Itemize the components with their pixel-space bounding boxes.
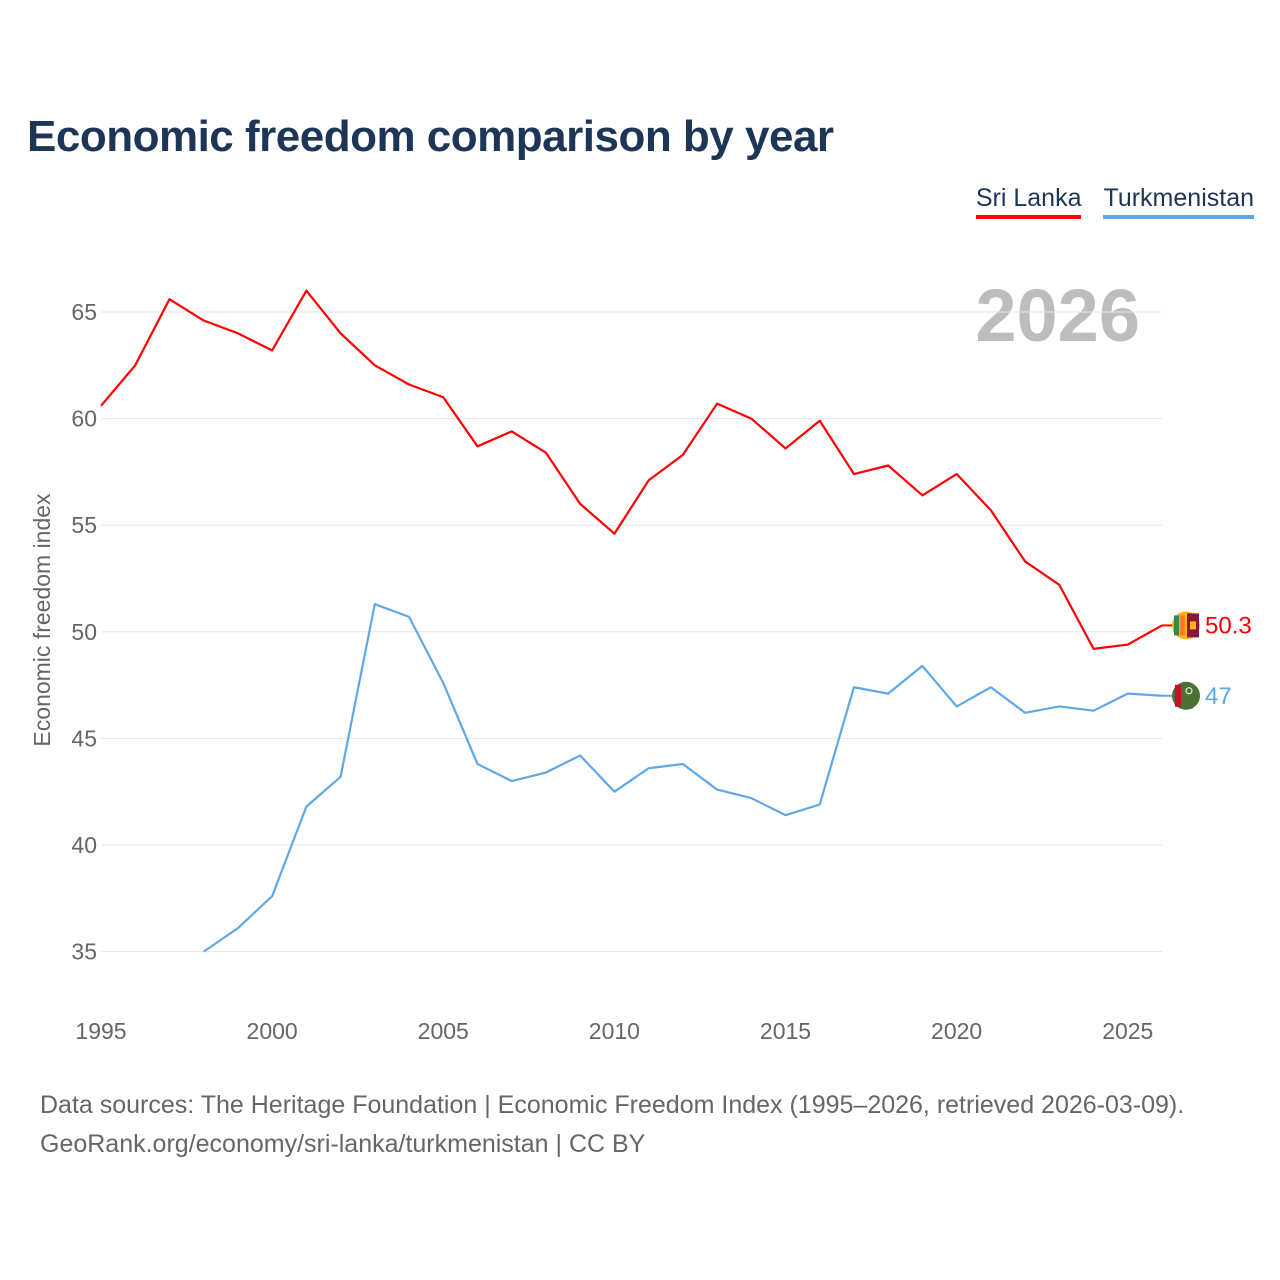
- sri-lanka-flag-icon: [1172, 611, 1200, 640]
- flag-crescent: [1185, 687, 1193, 695]
- y-tick-label: 35: [71, 939, 97, 965]
- y-axis-label: Economic freedom index: [29, 493, 55, 747]
- chart-title: Economic freedom comparison by year: [27, 112, 834, 161]
- footer-link[interactable]: GeoRank.org/economy/sri-lanka/turkmenist…: [40, 1130, 646, 1158]
- x-tick-label: 2005: [418, 1018, 469, 1044]
- x-tick-label: 2015: [760, 1018, 811, 1044]
- y-tick-label: 45: [71, 725, 97, 751]
- series-line-turkmenistan: [203, 602, 1163, 953]
- y-tick-label: 50: [71, 619, 97, 645]
- flag-stripe: [1180, 615, 1185, 636]
- footer-sources: Data sources: The Heritage Foundation | …: [40, 1091, 1185, 1119]
- end-value-label: 47: [1205, 683, 1232, 710]
- x-tick-label: 2025: [1102, 1018, 1153, 1044]
- x-tick-label: 2000: [247, 1018, 298, 1044]
- y-tick-label: 40: [71, 832, 97, 858]
- legend-item-turkmenistan[interactable]: Turkmenistan: [1103, 184, 1254, 219]
- flag-stripe: [1174, 615, 1179, 636]
- y-tick-label: 60: [71, 406, 97, 432]
- end-value-label: 50.3: [1205, 612, 1252, 639]
- legend: Sri Lanka Turkmenistan: [975, 184, 1254, 219]
- series-line-sri-lanka: [100, 289, 1163, 650]
- turkmenistan-flag-icon: [1172, 681, 1200, 710]
- x-tick-label: 1995: [75, 1018, 126, 1044]
- x-tick-label: 2010: [589, 1018, 640, 1044]
- y-tick-label: 55: [71, 512, 97, 538]
- y-tick-label: 65: [71, 299, 97, 325]
- flag-lion: [1190, 621, 1196, 630]
- x-tick-label: 2020: [931, 1018, 982, 1044]
- flag-stripe: [1175, 684, 1181, 707]
- footer: Data sources: The Heritage Foundation | …: [40, 1086, 1184, 1164]
- legend-item-sri-lanka[interactable]: Sri Lanka: [975, 184, 1082, 219]
- year-watermark: 2026: [975, 274, 1140, 357]
